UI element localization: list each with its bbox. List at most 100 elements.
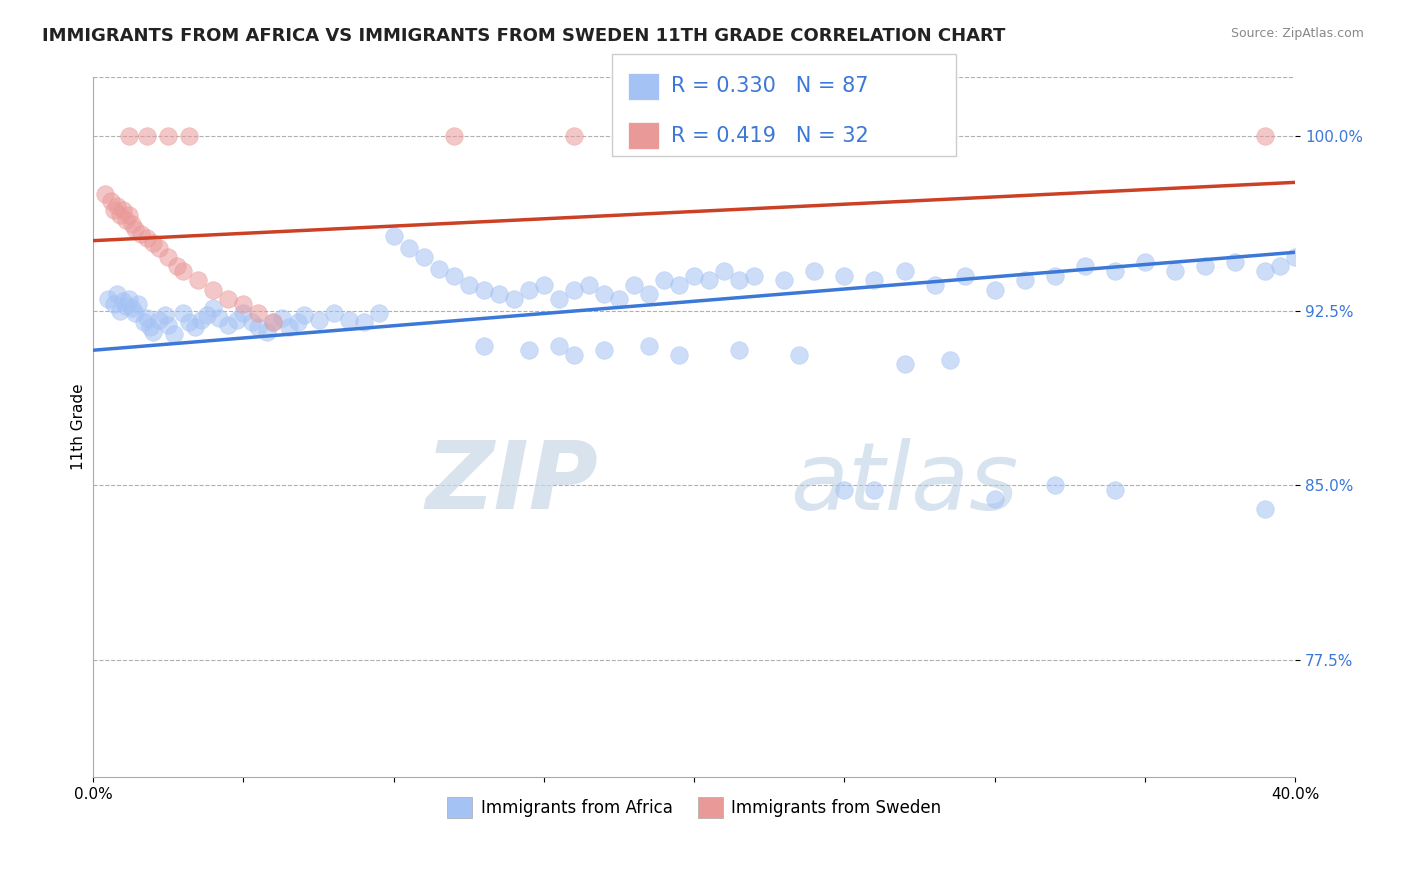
Point [382, 229, 405, 244]
Point [607, 292, 630, 306]
Point [1194, 260, 1216, 274]
Point [548, 292, 571, 306]
Point [148, 241, 170, 255]
Point [287, 315, 309, 329]
Point [184, 319, 207, 334]
Point [472, 283, 495, 297]
Point [118, 208, 141, 222]
Point [157, 250, 180, 264]
Point [863, 483, 886, 497]
Point [112, 294, 135, 309]
Point [103, 296, 125, 310]
Point [256, 325, 278, 339]
Point [118, 128, 141, 143]
Point [668, 277, 690, 292]
Point [247, 306, 270, 320]
Point [100, 194, 122, 208]
Point [1074, 260, 1097, 274]
Point [1133, 254, 1156, 268]
Point [308, 313, 330, 327]
Point [472, 338, 495, 352]
Point [562, 283, 585, 297]
Point [232, 306, 254, 320]
Point [118, 292, 141, 306]
Point [148, 313, 170, 327]
Point [139, 319, 162, 334]
Legend: Immigrants from Africa, Immigrants from Sweden: Immigrants from Africa, Immigrants from … [440, 791, 948, 824]
Text: ZIP: ZIP [425, 437, 598, 529]
Point [697, 273, 720, 287]
Point [668, 348, 690, 362]
Point [1254, 501, 1277, 516]
Point [983, 492, 1005, 507]
Text: IMMIGRANTS FROM AFRICA VS IMMIGRANTS FROM SWEDEN 11TH GRADE CORRELATION CHART: IMMIGRANTS FROM AFRICA VS IMMIGRANTS FRO… [42, 27, 1005, 45]
Point [94, 187, 117, 202]
Point [110, 208, 132, 222]
Point [112, 203, 135, 218]
Point [353, 315, 375, 329]
Point [562, 128, 585, 143]
Point [142, 235, 165, 250]
Point [803, 264, 825, 278]
Point [232, 296, 254, 310]
Point [172, 264, 194, 278]
Point [457, 277, 479, 292]
Point [1043, 268, 1066, 283]
Point [893, 264, 915, 278]
Point [638, 287, 661, 301]
Point [136, 128, 159, 143]
Point [578, 277, 600, 292]
Point [292, 308, 315, 322]
Point [322, 306, 344, 320]
Point [713, 264, 735, 278]
Point [1268, 260, 1291, 274]
Point [202, 301, 225, 316]
Text: Source: ZipAtlas.com: Source: ZipAtlas.com [1230, 27, 1364, 40]
Point [502, 292, 524, 306]
Point [983, 283, 1005, 297]
Point [271, 310, 294, 325]
Point [1284, 250, 1306, 264]
Point [115, 299, 138, 313]
Point [863, 128, 886, 143]
Point [121, 301, 143, 316]
Point [263, 315, 285, 329]
Point [142, 325, 165, 339]
Point [277, 319, 299, 334]
Point [217, 318, 239, 332]
Point [517, 343, 540, 358]
Point [1254, 264, 1277, 278]
Point [172, 306, 194, 320]
Point [110, 303, 132, 318]
Point [208, 310, 231, 325]
Point [105, 199, 128, 213]
Point [217, 292, 239, 306]
Point [638, 338, 661, 352]
Point [562, 348, 585, 362]
Point [593, 287, 616, 301]
Point [1014, 273, 1036, 287]
Point [623, 277, 645, 292]
Point [938, 352, 960, 367]
Point [773, 273, 796, 287]
Point [247, 319, 270, 334]
Point [834, 268, 856, 283]
Point [834, 483, 856, 497]
Point [713, 128, 735, 143]
Point [789, 348, 811, 362]
Point [163, 326, 186, 341]
Y-axis label: 11th Grade: 11th Grade [72, 384, 86, 470]
Point [105, 287, 128, 301]
Point [136, 310, 159, 325]
Point [121, 217, 143, 231]
Text: R = 0.419   N = 32: R = 0.419 N = 32 [671, 126, 869, 145]
Point [337, 313, 360, 327]
Point [124, 222, 146, 236]
Point [179, 315, 201, 329]
Point [157, 128, 180, 143]
Point [157, 318, 180, 332]
Point [1223, 254, 1246, 268]
Point [202, 283, 225, 297]
Point [242, 315, 264, 329]
Point [742, 268, 765, 283]
